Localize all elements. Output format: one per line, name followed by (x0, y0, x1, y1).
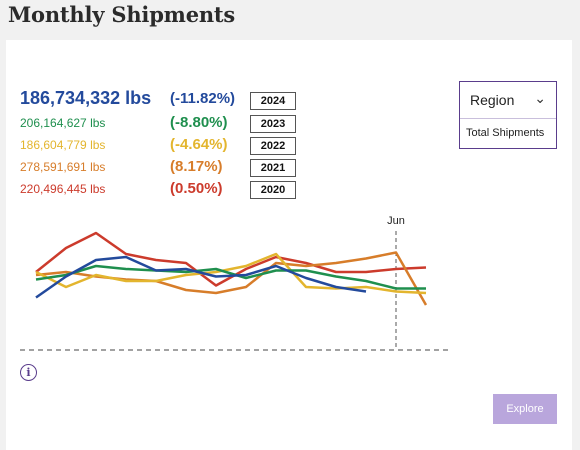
chart-card: 186,734,332 lbs (-11.82%) 2024 206,164,6… (6, 40, 572, 450)
region-select[interactable]: Region ⌄ (460, 82, 556, 119)
series-line-2023[interactable] (35, 264, 426, 290)
series-line-2024[interactable] (35, 255, 367, 299)
stat-lbs: 206,164,627 lbs (20, 116, 106, 130)
info-icon[interactable]: i (20, 364, 37, 381)
stat-lbs: 186,734,332 lbs (20, 88, 152, 108)
stat-lbs: 220,496,445 lbs (20, 182, 106, 196)
year-toggle-2020[interactable]: 2020 (250, 181, 296, 199)
region-option-total-shipments[interactable]: Total Shipments (466, 127, 545, 139)
stat-lbs: 278,591,691 lbs (20, 160, 106, 174)
stat-pct: (-8.80%) (170, 114, 228, 131)
region-label: Region (470, 92, 515, 108)
stat-pct: (-4.64%) (170, 136, 228, 153)
year-toggle-2024[interactable]: 2024 (250, 92, 296, 110)
region-dropdown[interactable]: Region ⌄ Total Shipments (459, 81, 557, 149)
month-marker-label: Jun (387, 215, 405, 227)
stat-lbs: 186,604,779 lbs (20, 138, 106, 152)
stat-pct: (8.17%) (170, 158, 223, 175)
series-line-2020[interactable] (35, 231, 427, 287)
year-toggle-2023[interactable]: 2023 (250, 115, 296, 133)
stat-pct: (0.50%) (170, 180, 223, 197)
shipments-line-chart: Jun (20, 215, 450, 351)
year-toggle-2021[interactable]: 2021 (250, 159, 296, 177)
series-line-2022[interactable] (35, 252, 427, 295)
stat-pct: (-11.82%) (170, 90, 236, 107)
chevron-down-icon: ⌄ (534, 90, 546, 106)
year-toggle-2022[interactable]: 2022 (250, 137, 296, 155)
page-title: Monthly Shipments (8, 2, 236, 27)
explore-button[interactable]: Explore (493, 394, 557, 424)
